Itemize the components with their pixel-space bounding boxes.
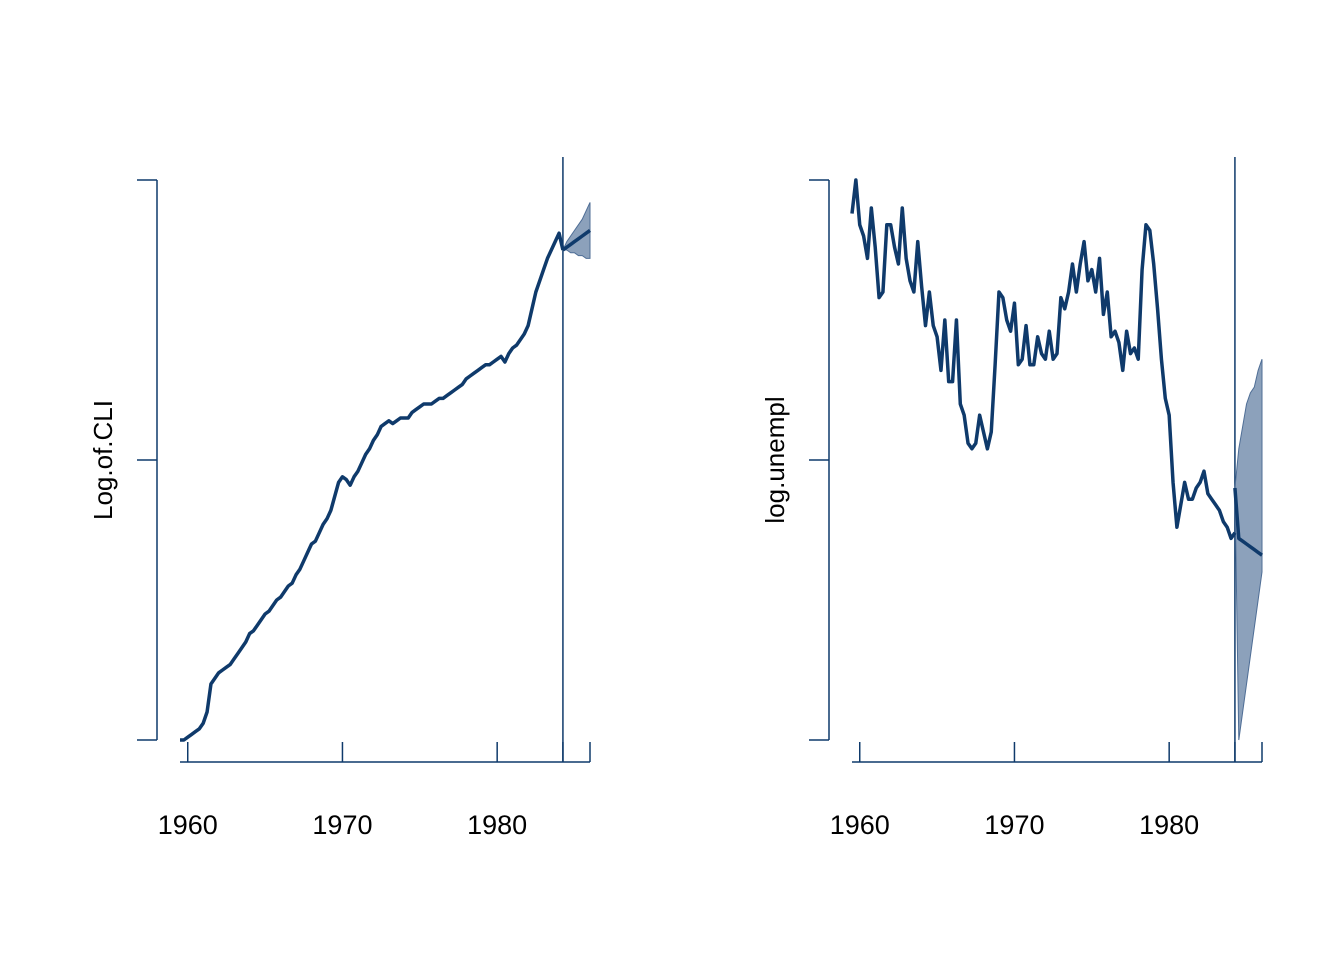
y-axis-title: Log.of.CLI [88, 400, 118, 520]
forecast-band [562, 202, 591, 259]
x-tick-label: 1960 [158, 810, 218, 840]
x-tick-label: 1980 [1139, 810, 1199, 840]
y-axis-title: log.unempl [760, 396, 790, 523]
log-cli-panel: Log.of.CLI 1960 1970 1980 [88, 157, 592, 840]
x-tick-label: 1980 [467, 810, 527, 840]
historical-series-line [850, 178, 1237, 541]
forecast-mean-line [1233, 487, 1264, 557]
log-unempl-panel: log.unempl 1960 1970 1980 [760, 157, 1264, 840]
x-tick-label: 1960 [830, 810, 890, 840]
historical-series-line [180, 231, 565, 742]
x-tick-label: 1970 [312, 810, 372, 840]
forecast-mean-line [561, 228, 592, 252]
x-tick-label: 1970 [984, 810, 1044, 840]
forecast-band [1234, 359, 1263, 741]
